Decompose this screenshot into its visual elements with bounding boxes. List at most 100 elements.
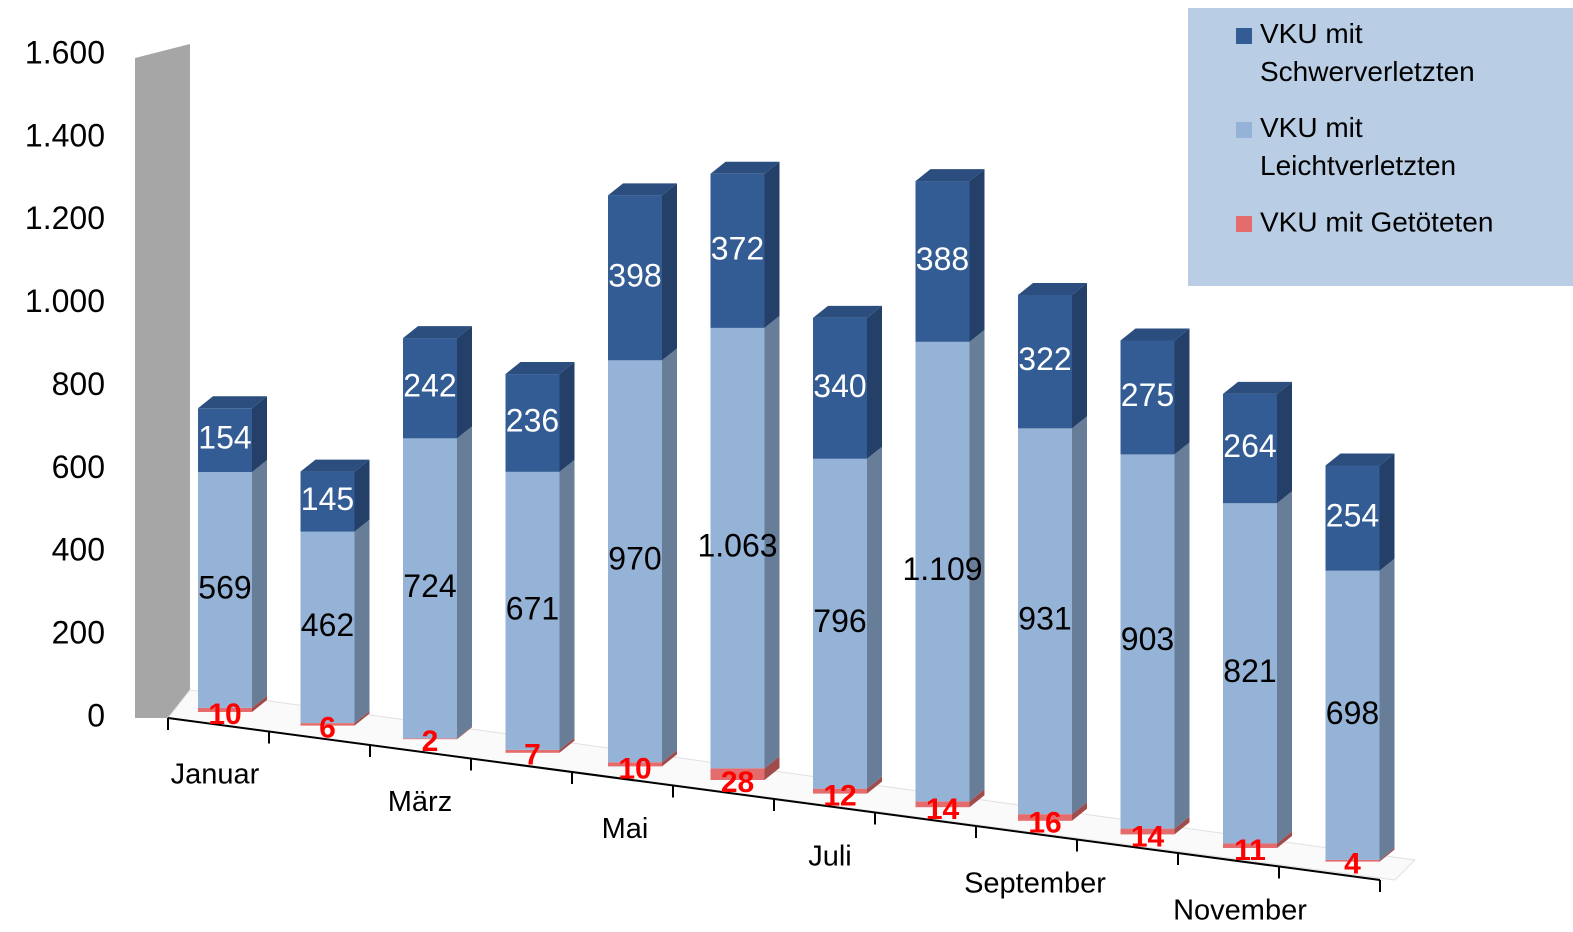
data-label: 10 xyxy=(618,752,651,785)
bar-side xyxy=(252,396,267,473)
legend-swatch xyxy=(1236,216,1252,232)
data-label: 7 xyxy=(524,739,541,772)
bar xyxy=(710,173,765,328)
bar xyxy=(1223,393,1277,504)
bar-side xyxy=(457,726,472,740)
bar-side xyxy=(1277,831,1292,848)
data-label: 340 xyxy=(813,368,866,404)
data-label: 698 xyxy=(1326,695,1379,731)
data-label: 16 xyxy=(1028,807,1061,840)
data-label: 2 xyxy=(422,725,439,758)
data-label: 236 xyxy=(506,402,559,438)
bar-side xyxy=(764,315,780,769)
bar-side xyxy=(1379,847,1395,862)
data-label: 398 xyxy=(608,257,661,293)
legend-label: VKU mit Getöteten xyxy=(1260,206,1493,237)
bar xyxy=(1120,454,1175,829)
bar-side xyxy=(867,305,882,459)
bar xyxy=(710,768,765,780)
bar-side xyxy=(457,326,472,439)
bar-side xyxy=(1174,816,1190,835)
x-tick-label: September xyxy=(964,867,1106,899)
data-label: 28 xyxy=(721,766,754,799)
data-label: 903 xyxy=(1121,621,1174,657)
x-tick-label: Mai xyxy=(602,813,649,845)
x-tick-label: Januar xyxy=(171,759,260,791)
bar xyxy=(710,327,765,769)
bar xyxy=(403,738,457,740)
bar-side xyxy=(662,750,677,767)
legend-swatch xyxy=(1236,122,1252,138)
data-label: 462 xyxy=(301,607,354,643)
bar-side xyxy=(1277,491,1292,844)
data-label: 322 xyxy=(1018,341,1071,377)
bar xyxy=(300,723,355,726)
data-label: 11 xyxy=(1234,834,1266,867)
bar xyxy=(1325,859,1380,862)
bar-top xyxy=(403,326,472,339)
bar xyxy=(198,408,252,473)
bar-side xyxy=(969,169,985,342)
y-tick-label: 200 xyxy=(52,615,105,651)
bar-side xyxy=(969,329,985,802)
y-tick-label: 400 xyxy=(52,532,105,568)
data-label: 254 xyxy=(1326,498,1379,534)
bar-side xyxy=(764,756,780,780)
bar-side xyxy=(1277,381,1292,504)
bar-top xyxy=(1018,282,1087,295)
bar-top xyxy=(1223,381,1292,394)
data-label: 14 xyxy=(926,793,960,826)
bar-side xyxy=(252,460,267,708)
bar xyxy=(505,374,560,472)
bar xyxy=(608,762,662,767)
y-tick-label: 1.600 xyxy=(25,34,105,70)
bar-top xyxy=(813,305,882,318)
data-label: 724 xyxy=(403,568,456,604)
bar xyxy=(813,317,867,459)
bar xyxy=(915,341,970,802)
bar-side xyxy=(867,776,882,794)
bar-side xyxy=(1072,802,1087,821)
bar xyxy=(1223,503,1277,844)
data-label: 264 xyxy=(1223,428,1276,464)
data-label: 796 xyxy=(813,603,866,639)
bar xyxy=(813,458,867,789)
legend-label-line: Schwerverletzten xyxy=(1260,56,1475,87)
bar-top xyxy=(1120,328,1190,341)
bar-side xyxy=(354,519,370,724)
legend-box xyxy=(1188,8,1573,286)
bar-side xyxy=(1379,558,1395,860)
bar xyxy=(813,788,867,794)
legend-label: VKU mit Leichtverletzten xyxy=(1260,112,1456,181)
data-label: 372 xyxy=(711,230,764,266)
bar-top xyxy=(505,362,575,375)
bar-side xyxy=(1174,328,1190,455)
data-label: 4 xyxy=(1344,848,1361,881)
bar-side xyxy=(1072,416,1087,815)
bar xyxy=(505,471,560,750)
bar-top xyxy=(300,459,370,472)
bar-top xyxy=(608,183,677,196)
bar-top xyxy=(198,396,267,409)
y-tick-label: 800 xyxy=(52,366,105,402)
data-label: 1.109 xyxy=(902,551,982,587)
bar xyxy=(1325,570,1380,860)
bar-side xyxy=(662,348,677,763)
bar xyxy=(915,801,970,808)
bar xyxy=(198,472,252,708)
bar-side xyxy=(1174,442,1190,829)
data-label: 821 xyxy=(1223,653,1276,689)
bar-side xyxy=(252,695,267,712)
legend-label-line: Leichtverletzten xyxy=(1260,150,1456,181)
bar-side xyxy=(764,161,780,328)
bar xyxy=(403,438,457,739)
bar-side xyxy=(354,711,370,726)
bar xyxy=(1018,294,1072,429)
data-label: 1.063 xyxy=(697,528,777,564)
bar-side xyxy=(969,789,985,808)
x-tick-label: Juli xyxy=(808,840,852,872)
bar-side xyxy=(559,459,575,750)
bar xyxy=(1018,814,1072,821)
data-label: 145 xyxy=(301,481,354,517)
bar xyxy=(198,707,252,712)
